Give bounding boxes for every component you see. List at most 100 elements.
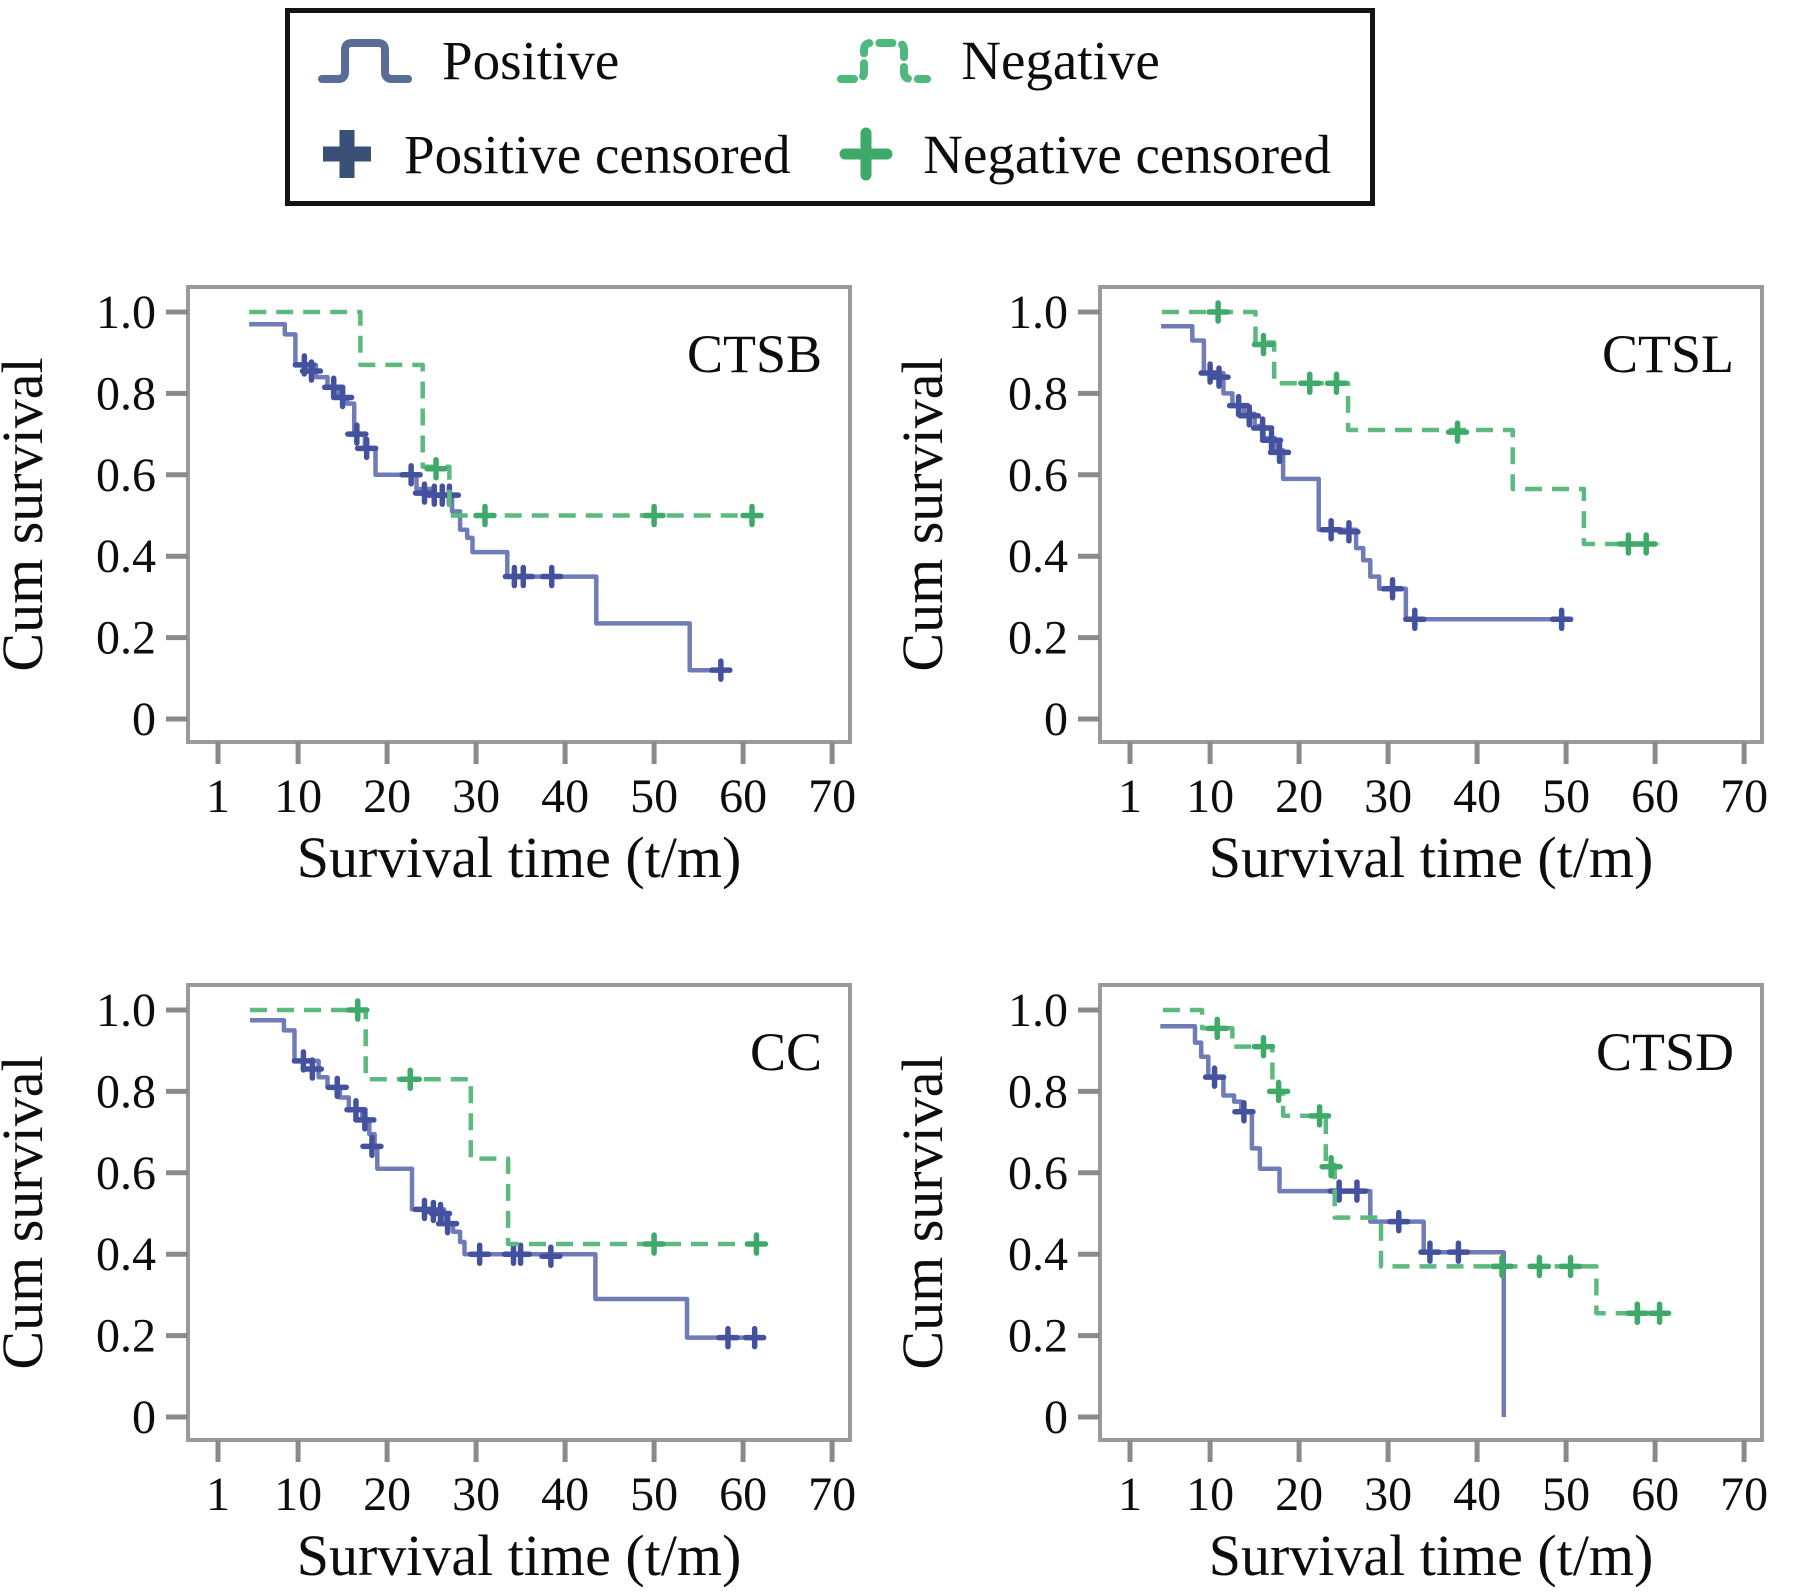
positive-censor-mark <box>344 1097 368 1122</box>
x-tick-label: 20 <box>363 1468 411 1521</box>
positive-censor-mark <box>330 385 355 410</box>
y-tick-label: 0.6 <box>96 449 156 502</box>
positive-censor-mark <box>511 564 536 589</box>
positive-censor-mark <box>716 1325 740 1350</box>
y-tick-label: 0 <box>132 1391 156 1444</box>
y-tick-label: 0.8 <box>96 367 156 420</box>
negative-censor-mark <box>1527 1254 1552 1279</box>
y-tick-label: 0.2 <box>1008 612 1068 665</box>
x-tick-label: 1 <box>1118 1468 1142 1521</box>
positive-censor-mark <box>354 436 379 461</box>
negative-censor-mark <box>1298 371 1322 395</box>
y-tick-label: 0.8 <box>1008 1065 1068 1118</box>
x-tick-label: 40 <box>541 770 589 823</box>
y-tick-label: 1.0 <box>96 286 156 339</box>
x-tick-label: 20 <box>363 770 411 823</box>
legend-label-positive-censored: Positive censored <box>404 123 791 185</box>
negative-step-line-glyph <box>837 39 932 83</box>
positive-step-line-glyph <box>318 39 412 83</box>
x-axis-label: Survival time (t/m) <box>297 825 742 890</box>
x-axis-label: Survival time (t/m) <box>1209 1523 1654 1588</box>
negative-censor-mark <box>1307 1104 1332 1128</box>
negative-censor-mark <box>1319 1154 1343 1179</box>
negative-censor-mark <box>744 1232 769 1256</box>
panel-title: CTSB <box>687 324 822 384</box>
x-tick-label: 40 <box>1453 770 1501 823</box>
y-tick-label: 0.6 <box>1008 1147 1068 1200</box>
legend-item-positive-censored: Positive censored <box>290 123 809 185</box>
y-tick-label: 0.4 <box>96 530 156 583</box>
legend-item-negative: Negative <box>809 29 1370 91</box>
negative-censored-plus-icon <box>839 127 893 181</box>
y-axis-label: Cum survival <box>900 357 955 671</box>
positive-censor-mark <box>709 658 733 682</box>
legend-box: Positive Negative Positive censored Nega… <box>285 8 1375 206</box>
survival-plot-cc: 1.0 0.8 0.6 0.4 0.2 01 10 20 30 40 50 60 70 CC Cum sur… <box>0 983 856 1588</box>
negative-censor-mark <box>398 1067 422 1091</box>
negative-censor-mark <box>1324 371 1349 395</box>
negative-censor-mark <box>1490 1254 1514 1279</box>
x-tick-label: 10 <box>274 770 322 823</box>
x-tick-label: 10 <box>274 1468 322 1521</box>
x-tick-label: 50 <box>630 770 678 823</box>
negative-censor-mark <box>1445 420 1470 444</box>
y-tick-label: 0 <box>132 693 156 746</box>
positive-censor-mark <box>1237 404 1262 428</box>
x-tick-label: 60 <box>1631 1468 1679 1521</box>
y-tick-label: 0 <box>1044 1391 1068 1444</box>
positive-censor-mark <box>1226 393 1251 418</box>
positive-censor-mark <box>345 422 369 446</box>
positive-censor-mark <box>1418 1240 1442 1264</box>
negative-censor-mark <box>642 503 666 528</box>
panel-ctsl: 1.0 0.8 0.6 0.4 0.2 0 1 10 20 30 40 50 60 70 CTSL Cum s… <box>900 232 1795 892</box>
x-tick-label: 1 <box>206 1468 230 1521</box>
negative-censor-mark <box>1266 1079 1291 1104</box>
survival-plot-ctsl: 1.0 0.8 0.6 0.4 0.2 01 10 20 30 40 50 60 70 CTSL Cum s… <box>900 285 1768 890</box>
panel-title: CC <box>750 1022 822 1082</box>
x-tick-label: 40 <box>541 1468 589 1521</box>
x-tick-label: 70 <box>808 770 856 823</box>
x-tick-label: 30 <box>1364 770 1412 823</box>
legend-item-negative-censored: Negative censored <box>809 123 1370 185</box>
positive-censor-mark <box>1446 1240 1471 1264</box>
y-tick-label: 0.4 <box>1008 530 1068 583</box>
x-tick-label: 30 <box>452 1468 500 1521</box>
positive-censor-mark <box>399 463 423 487</box>
panel-title: CTSD <box>1596 1022 1734 1082</box>
y-axis-label: Cum survival <box>900 1055 955 1369</box>
positive-censor-mark <box>1250 416 1275 440</box>
legend-item-positive: Positive <box>290 29 809 91</box>
positive-censor-mark <box>1549 607 1574 632</box>
y-tick-label: 1.0 <box>1008 286 1068 339</box>
negative-censor-mark <box>1616 532 1641 556</box>
x-tick-label: 60 <box>719 770 767 823</box>
negative-censor-mark <box>1251 332 1276 357</box>
x-tick-label: 20 <box>1275 770 1323 823</box>
negative-censor-mark <box>473 503 497 528</box>
negative-survival-curve <box>249 309 761 518</box>
y-tick-label: 1.0 <box>96 984 156 1037</box>
positive-censor-mark <box>300 1057 325 1081</box>
panel-ctsb: 1.0 0.8 0.6 0.4 0.2 0 1 10 20 30 40 50 60 70 CTSB Cum s… <box>0 232 895 892</box>
x-tick-label: 40 <box>1453 1468 1501 1521</box>
y-tick-label: 0.8 <box>96 1065 156 1118</box>
negative-censor-mark <box>1206 300 1230 324</box>
positive-censor-mark <box>1337 520 1361 544</box>
x-tick-label: 1 <box>206 770 230 823</box>
x-tick-label: 50 <box>630 1468 678 1521</box>
y-tick-label: 0.2 <box>1008 1310 1068 1363</box>
negative-censor-mark <box>642 1232 666 1256</box>
y-axis-label: Cum survival <box>0 1055 55 1369</box>
legend-label-positive: Positive <box>442 29 620 91</box>
y-tick-label: 0.4 <box>1008 1228 1068 1281</box>
y-tick-label: 0.6 <box>96 1147 156 1200</box>
positive-censor-mark <box>299 359 324 383</box>
negative-censor-mark <box>1647 1301 1672 1325</box>
positive-censor-mark <box>508 1242 533 1266</box>
legend-label-negative-censored: Negative censored <box>923 123 1331 185</box>
positive-censor-mark <box>321 375 346 400</box>
positive-censor-mark <box>435 1211 460 1236</box>
positive-survival-curve <box>249 321 726 673</box>
y-tick-label: 0.2 <box>96 1310 156 1363</box>
positive-censor-mark <box>1259 428 1284 452</box>
